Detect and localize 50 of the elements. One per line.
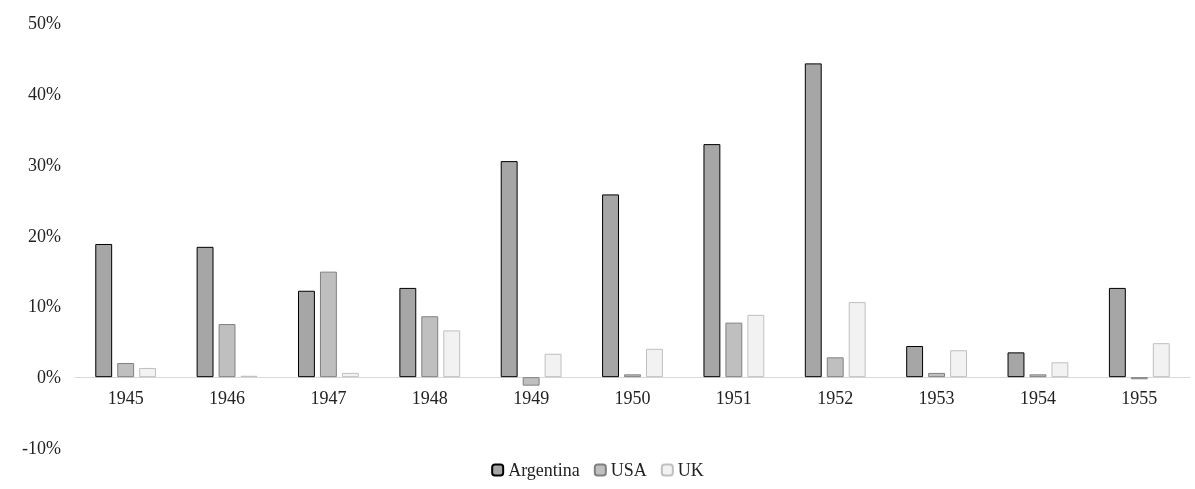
bar [848,302,866,378]
x-tick-label: 1951 [715,388,752,409]
legend-label: Argentina [508,460,580,480]
y-tick-label: 20% [28,225,61,246]
bar [804,63,822,378]
bar [1051,362,1069,378]
y-tick-label: 0% [37,367,61,388]
x-tick-label: 1955 [1121,388,1158,409]
bar [703,144,721,378]
bar [950,350,967,378]
bar [500,161,518,378]
bar [443,330,461,378]
bar [218,324,236,378]
y-tick-label: 10% [28,296,61,317]
x-tick-label: 1947 [310,388,347,409]
bar [399,287,417,378]
bar [522,377,540,386]
y-tick-label: -10% [22,438,61,458]
x-tick-label: 1948 [411,388,448,409]
x-tick-label: 1950 [614,388,651,409]
bar [826,357,844,378]
bar [117,363,135,378]
legend-label: UK [677,460,704,480]
x-tick-label: 1949 [513,388,550,409]
bar [602,194,619,378]
bar [928,372,946,378]
bar [341,372,359,378]
x-tick-label: 1953 [918,388,955,409]
bar [906,346,924,378]
y-tick-label: 30% [28,154,61,175]
bar [319,271,337,378]
bar [298,290,315,378]
x-tick-label: 1946 [209,388,246,409]
bar [725,322,743,378]
x-tick-label: 1952 [817,388,854,409]
bar [139,367,157,378]
bar [1108,287,1126,378]
bar [1152,343,1170,378]
legend-label: USA [610,460,647,480]
y-tick-label: 40% [28,83,61,104]
bar [1007,352,1025,378]
bar [646,348,663,378]
y-tick-label: 50% [28,13,61,33]
bar [196,246,214,378]
bar [747,314,765,378]
bar [544,353,562,378]
bar [421,316,439,378]
x-tick-label: 1954 [1019,388,1056,409]
bar [95,244,113,378]
x-tick-label: 1945 [107,388,144,409]
